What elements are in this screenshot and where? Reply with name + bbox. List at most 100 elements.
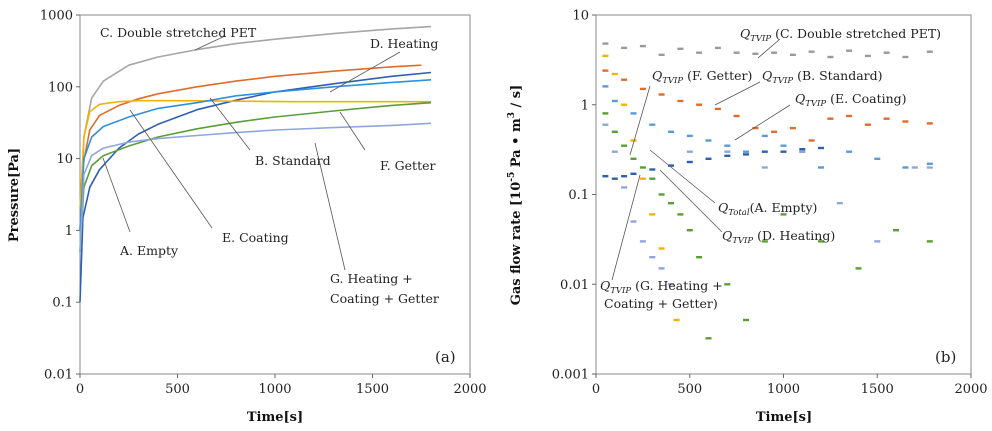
label-q-coating-sub: TVIP bbox=[805, 99, 826, 109]
data-point bbox=[621, 175, 628, 178]
data-point bbox=[658, 93, 665, 96]
label-q-getter-sub: TVIP bbox=[662, 76, 683, 86]
panel-label-b: (b) bbox=[935, 348, 956, 366]
svg-text:QTVIP (C. Double stretched PET: QTVIP (C. Double stretched PET) bbox=[740, 26, 941, 44]
y-axis-label-b-part3: Pa • m bbox=[509, 118, 524, 172]
label-q-g-q: Q bbox=[600, 278, 610, 293]
data-point bbox=[724, 283, 731, 286]
plot-area-a bbox=[79, 14, 471, 375]
data-point bbox=[611, 150, 618, 153]
data-point bbox=[705, 139, 712, 142]
y-tick-label-a: 10 bbox=[56, 152, 73, 167]
data-point bbox=[808, 139, 815, 142]
svg-text:QTotal(A. Empty): QTotal(A. Empty) bbox=[718, 200, 817, 218]
y-tick-label-a: 0.1 bbox=[52, 296, 73, 311]
svg-text:QTVIP (B. Standard): QTVIP (B. Standard) bbox=[762, 68, 883, 86]
data-point bbox=[864, 54, 871, 58]
y-tick-label-b: 1 bbox=[581, 98, 589, 113]
label-q-getter-text: (F. Getter) bbox=[683, 68, 752, 83]
data-point bbox=[911, 166, 918, 169]
y-tick-label-b: 0.001 bbox=[552, 368, 589, 383]
data-point bbox=[658, 193, 665, 196]
y-axis-label-b-part4: 3 bbox=[507, 112, 517, 118]
label-q-pet-text: (C. Double stretched PET) bbox=[771, 26, 941, 41]
data-point bbox=[630, 220, 637, 223]
data-point bbox=[630, 112, 637, 115]
data-point bbox=[926, 166, 933, 169]
label-b-standard: B. Standard bbox=[255, 153, 331, 168]
y-tick-label-a: 0.01 bbox=[44, 368, 73, 383]
x-tick-label-b: 1000 bbox=[767, 382, 800, 397]
data-point bbox=[639, 177, 646, 180]
data-point bbox=[846, 150, 853, 153]
data-point bbox=[630, 139, 637, 142]
data-point bbox=[621, 78, 628, 81]
svg-text:QTVIP (E. Coating): QTVIP (E. Coating) bbox=[795, 91, 907, 109]
data-point bbox=[855, 267, 862, 270]
data-point bbox=[696, 256, 703, 259]
data-point bbox=[780, 213, 787, 216]
label-q-empty-sub: Total bbox=[728, 208, 750, 218]
y-axis-label-a: Pressure[Pa] bbox=[7, 148, 22, 242]
data-point bbox=[893, 229, 899, 232]
x-tick-label-a: 0 bbox=[76, 382, 84, 397]
label-q-empty-q: Q bbox=[718, 200, 728, 215]
y-axis-label-b: Gas flow rate [10-5 Pa • m3 / s] bbox=[507, 85, 524, 306]
data-point bbox=[883, 117, 890, 120]
data-point bbox=[621, 186, 628, 189]
axis-ticks-a: 0 500 1000 1500 2000 0.01 0.1 1 10 100 1000 bbox=[40, 9, 487, 398]
data-point bbox=[686, 134, 693, 138]
data-point bbox=[761, 240, 768, 243]
label-c-double-stretched-pet: C. Double stretched PET bbox=[100, 25, 257, 40]
series-line-f-getter bbox=[79, 99, 431, 209]
data-point bbox=[808, 50, 815, 53]
data-point bbox=[602, 54, 609, 58]
data-point bbox=[696, 51, 703, 54]
data-point bbox=[602, 85, 609, 88]
data-point bbox=[611, 99, 618, 103]
data-point bbox=[658, 53, 665, 56]
data-point bbox=[611, 130, 618, 133]
data-point bbox=[630, 172, 637, 175]
data-point bbox=[761, 166, 768, 169]
label-q-standard-text: (B. Standard) bbox=[793, 68, 882, 83]
data-point bbox=[926, 122, 933, 125]
x-tick-label-a: 2000 bbox=[453, 382, 486, 397]
data-point bbox=[771, 130, 778, 133]
chart-a: 0 500 1000 1500 2000 0.01 0.1 1 10 100 1000 C. Dou… bbox=[7, 9, 487, 426]
label-e-coating: E. Coating bbox=[222, 230, 289, 245]
y-tick-label-a: 1000 bbox=[40, 9, 73, 24]
y-axis-label-b-part1: Gas flow rate [10 bbox=[509, 182, 524, 306]
x-tick-label-b: 2000 bbox=[954, 382, 987, 397]
series-b bbox=[602, 42, 933, 340]
data-point bbox=[705, 157, 712, 160]
data-point bbox=[673, 318, 680, 322]
data-point bbox=[818, 240, 824, 243]
data-point bbox=[846, 114, 853, 118]
data-point bbox=[649, 213, 656, 216]
data-point bbox=[752, 126, 759, 130]
panel-label-a: (a) bbox=[435, 348, 456, 366]
data-point bbox=[714, 46, 721, 50]
data-point bbox=[696, 103, 703, 106]
data-point bbox=[926, 50, 933, 53]
label-g-coating-getter: Coating + Getter bbox=[330, 291, 439, 306]
data-point bbox=[846, 49, 853, 52]
label-q-heating-sub: TVIP bbox=[732, 236, 753, 246]
data-point bbox=[902, 120, 909, 123]
data-point bbox=[714, 107, 721, 111]
data-point bbox=[639, 44, 646, 48]
series-points-q-tvip-b-standard bbox=[602, 69, 933, 142]
series-points-q-tvip-c-double-stretched-pet bbox=[602, 42, 933, 59]
label-q-heating-text: (D. Heating) bbox=[753, 228, 835, 243]
data-point bbox=[686, 150, 693, 153]
data-point bbox=[611, 72, 618, 76]
data-point bbox=[902, 55, 909, 59]
data-point bbox=[677, 99, 684, 103]
data-point bbox=[668, 283, 674, 286]
x-tick-label-a: 500 bbox=[165, 382, 190, 397]
series-line-c-double-stretched-pet bbox=[79, 25, 432, 253]
label-q-getter: QTVIP (F. Getter) bbox=[652, 68, 752, 86]
